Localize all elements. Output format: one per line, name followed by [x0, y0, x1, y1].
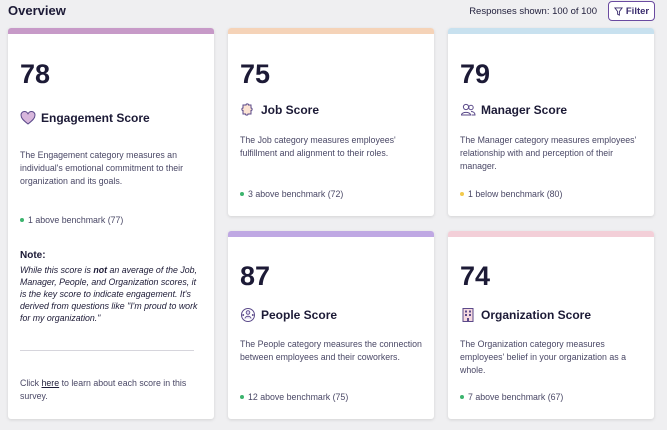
benchmark-text: 12 above benchmark (75)	[248, 392, 349, 402]
responses-shown: Responses shown: 100 of 100	[469, 6, 597, 17]
manager-score-name: Manager Score	[481, 103, 568, 117]
benchmark-text: 7 above benchmark (67)	[468, 392, 564, 402]
engagement-score-name: Engagement Score	[41, 111, 150, 125]
organization-benchmark: 7 above benchmark (67)	[460, 392, 563, 402]
organization-score-name: Organization Score	[481, 308, 592, 322]
filter-label: Filter	[625, 5, 650, 17]
job-description: The Job category measures employees' ful…	[240, 135, 396, 158]
puzzle-icon	[240, 102, 256, 118]
building-icon	[460, 307, 476, 323]
manager-description: The Manager category measures employees'…	[460, 135, 637, 171]
benchmark-status-dot	[460, 192, 464, 196]
job-score-heading: Job Score	[240, 102, 319, 118]
benchmark-status-dot	[240, 395, 244, 399]
manager-benchmark: 1 below benchmark (80)	[460, 189, 562, 199]
job-card: 75 Job Score The Job category measures e…	[228, 28, 434, 216]
card-accent-bar	[448, 28, 654, 34]
page-title: Overview	[8, 3, 66, 18]
people-card: 87 People Score The People category meas…	[228, 231, 434, 419]
benchmark-text: 1 below benchmark (80)	[468, 189, 563, 199]
job-benchmark: 3 above benchmark (72)	[240, 189, 343, 199]
engagement-score-heading: Engagement Score	[20, 110, 150, 126]
organization-score-value: 74	[460, 261, 491, 291]
engagement-score-value: 78	[20, 59, 51, 89]
organization-card: 74 Organization Score The Organization c…	[448, 231, 654, 419]
manager-card: 79 Manager Score The Manager category me…	[448, 28, 654, 216]
card-accent-bar	[228, 231, 434, 237]
people-score-heading: People Score	[240, 307, 337, 323]
card-accent-bar	[448, 231, 654, 237]
manager-score-value: 79	[460, 59, 491, 89]
engagement-card: 78 Engagement Score The Engagement categ…	[8, 28, 214, 419]
filter-icon	[613, 6, 623, 16]
heart-icon	[20, 110, 36, 126]
manager-score-heading: Manager Score	[460, 102, 567, 118]
header: Overview Responses shown: 100 of 100 Fil…	[0, 0, 667, 24]
divider	[20, 350, 194, 351]
benchmark-status-dot	[20, 218, 24, 222]
people-network-icon	[240, 307, 256, 323]
people-description: The People category measures the connect…	[240, 339, 422, 362]
learn-more-link[interactable]: here	[41, 378, 60, 388]
benchmark-status-dot	[240, 192, 244, 196]
learn-more-text: Click here to learn about each score in …	[20, 378, 187, 401]
filter-button[interactable]: Filter	[608, 1, 655, 21]
job-score-value: 75	[240, 59, 271, 89]
benchmark-text: 1 above benchmark (77)	[28, 215, 124, 225]
note-body: While this score is not an average of th…	[20, 265, 198, 323]
note-emphasis: not	[93, 265, 108, 275]
engagement-benchmark: 1 above benchmark (77)	[20, 215, 123, 225]
benchmark-text: 3 above benchmark (72)	[248, 189, 344, 199]
engagement-description: The Engagement category measures an indi…	[20, 150, 184, 186]
card-accent-bar	[228, 28, 434, 34]
people-score-value: 87	[240, 261, 271, 291]
organization-description: The Organization category measures emplo…	[460, 339, 626, 375]
people-benchmark: 12 above benchmark (75)	[240, 392, 348, 402]
people-icon	[460, 102, 476, 118]
card-accent-bar	[8, 28, 214, 34]
job-score-name: Job Score	[261, 103, 320, 117]
note-title: Note:	[20, 250, 46, 261]
organization-score-heading: Organization Score	[460, 307, 591, 323]
people-score-name: People Score	[261, 308, 338, 322]
benchmark-status-dot	[460, 395, 464, 399]
